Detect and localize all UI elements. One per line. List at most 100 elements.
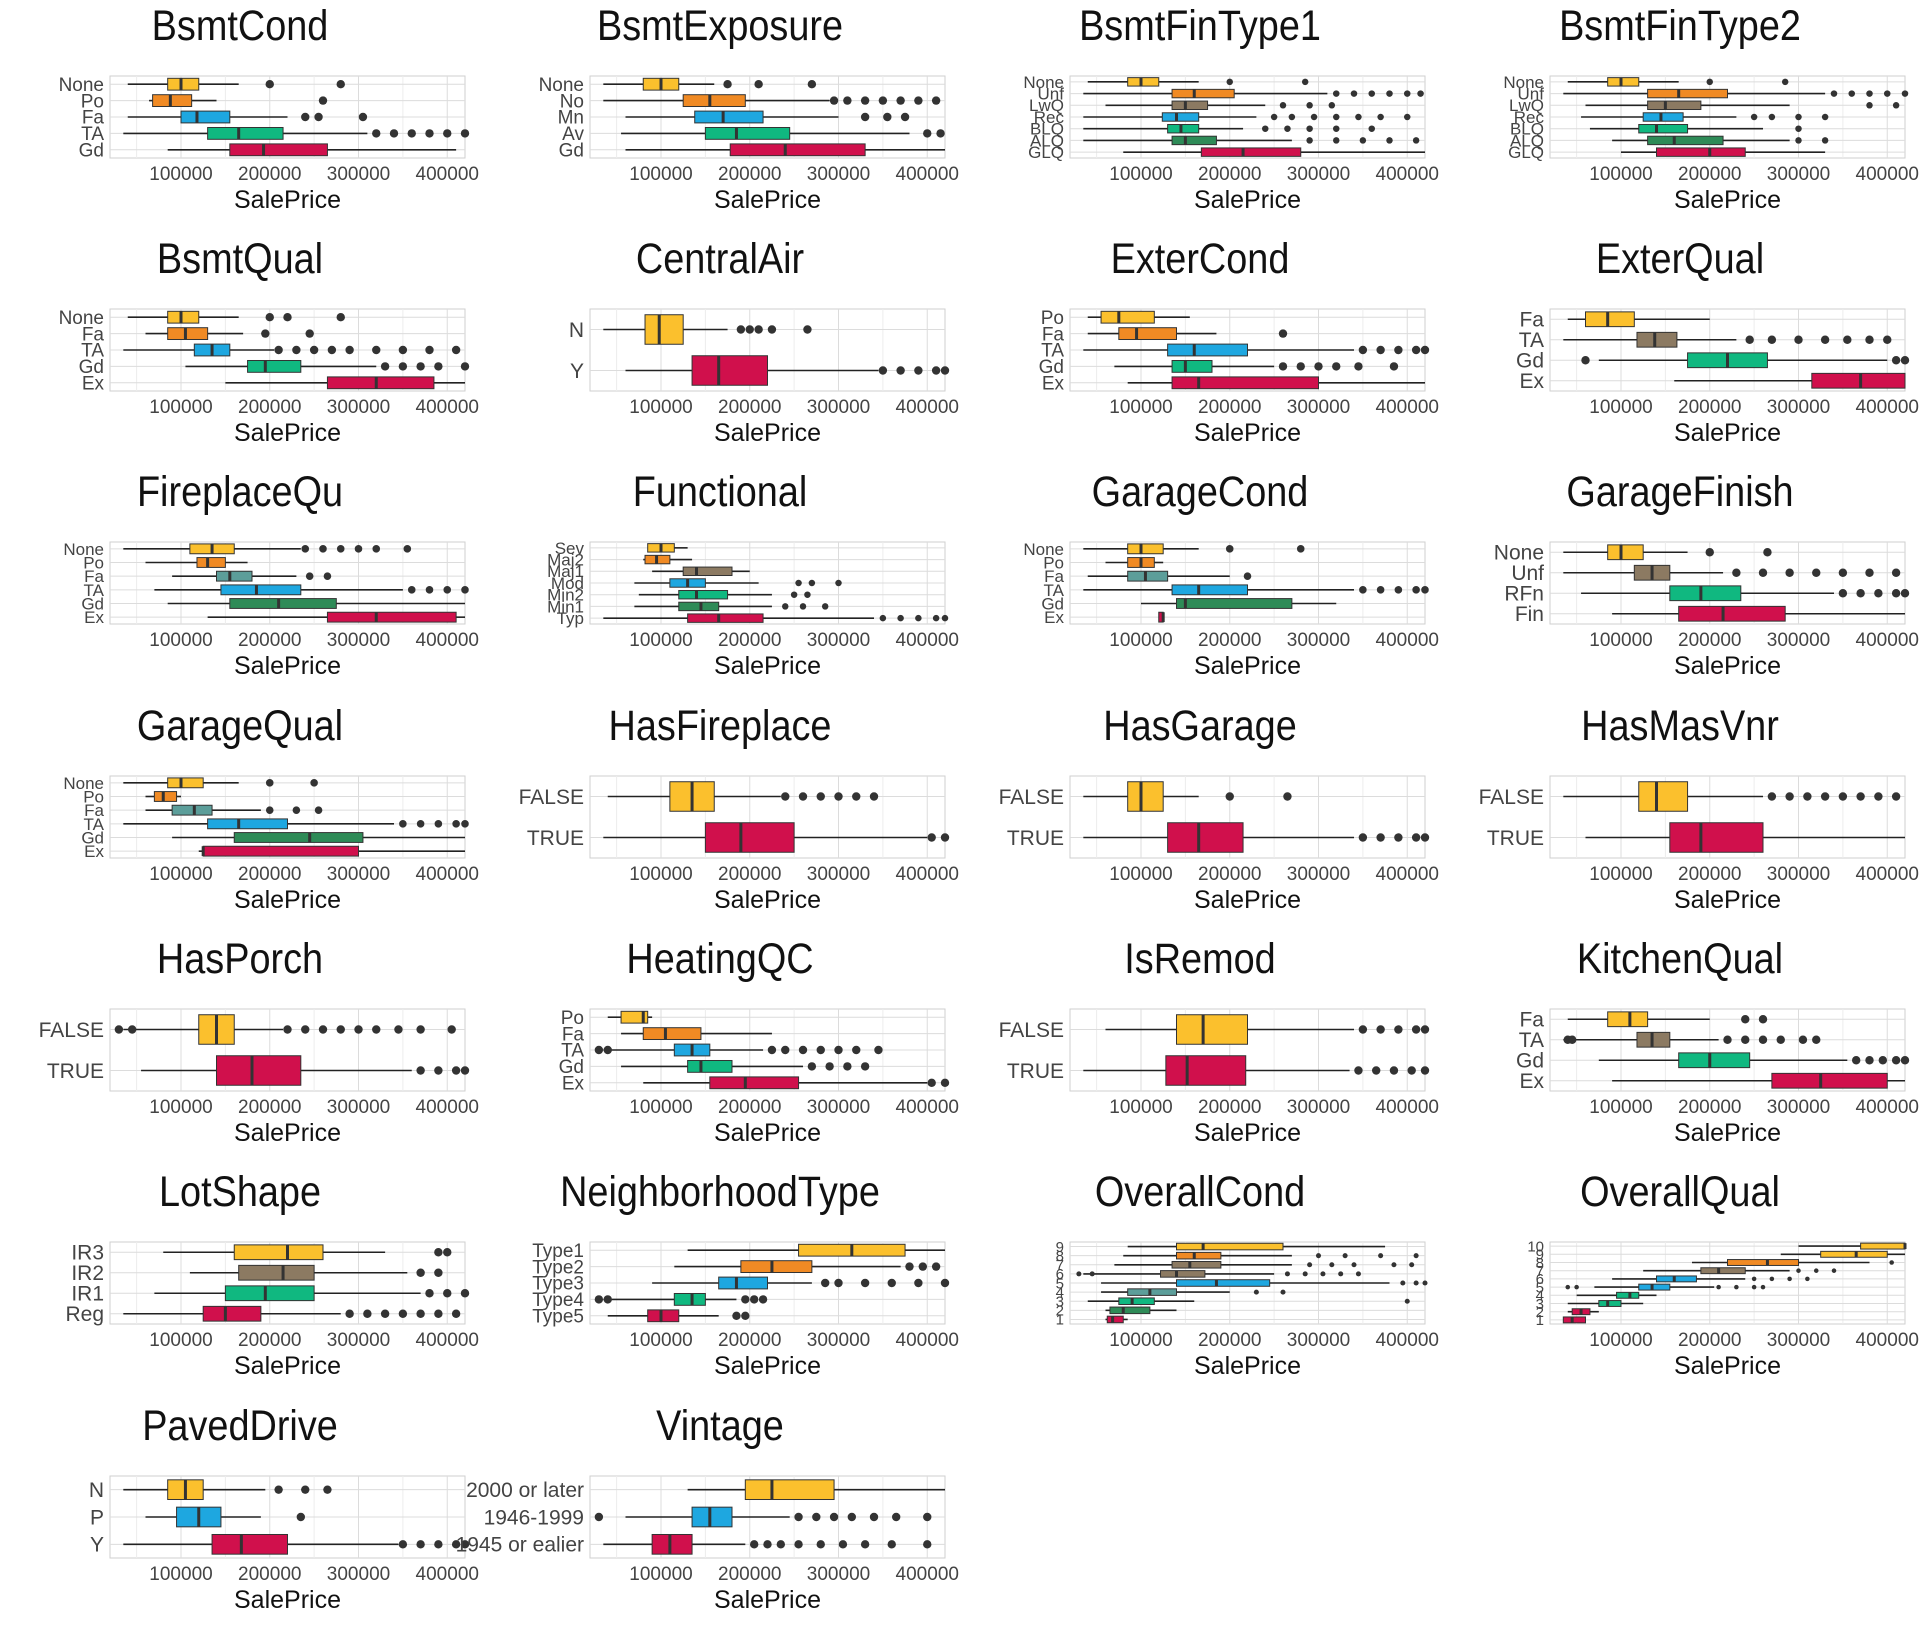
x-tick-label: 300000 [1287, 630, 1350, 651]
outlier-point [1413, 1280, 1419, 1286]
y-tick-label: TA [84, 815, 105, 834]
box-ex [1127, 376, 1425, 390]
outlier-point [790, 591, 798, 598]
outlier-point [816, 792, 825, 801]
box-iqr [1585, 311, 1635, 328]
outlier-point [292, 806, 301, 814]
box-y [123, 1533, 470, 1555]
outlier-point [1279, 102, 1287, 109]
outlier-point [1359, 137, 1367, 144]
box-iqr [729, 143, 866, 157]
outlier-point [461, 820, 469, 828]
x-tick-label: 100000 [149, 1330, 212, 1351]
x-tick-label: 100000 [149, 1564, 212, 1585]
outlier-point [1856, 589, 1865, 598]
box-glq [1123, 147, 1425, 157]
outlier-point [1377, 113, 1384, 121]
box-iqr [1160, 1270, 1206, 1278]
outlier-point [416, 1309, 425, 1318]
y-tick-label: Fa [82, 324, 105, 345]
outlier-point [941, 614, 949, 622]
outlier-point [1843, 335, 1852, 344]
outlier-point [425, 345, 434, 355]
outlier-point [860, 1062, 870, 1071]
x-tick-label: 100000 [629, 1097, 692, 1118]
x-axis-title: SalePrice [1194, 886, 1301, 914]
outlier-point [451, 1066, 461, 1075]
chart-title: BsmtFinType1 [1079, 2, 1321, 50]
box-iqr [1771, 1072, 1888, 1089]
x-tick-label: 100000 [629, 1330, 692, 1351]
x-tick-label: 200000 [238, 1330, 301, 1351]
x-tick-label: 200000 [1678, 864, 1741, 885]
outlier-point [1874, 792, 1883, 801]
outlier-point [1706, 78, 1713, 86]
outlier-point [460, 1540, 470, 1549]
outlier-point [1812, 1035, 1821, 1044]
y-tick-label: None [1023, 73, 1064, 92]
outlier-point [931, 96, 941, 105]
y-tick-label: 8 [1056, 1248, 1064, 1265]
outlier-point [1820, 792, 1830, 801]
outlier-point [927, 1078, 936, 1087]
outlier-point [795, 579, 802, 587]
outlier-point [794, 1540, 803, 1549]
box-ta [1083, 343, 1430, 357]
x-tick-label: 100000 [1109, 1330, 1172, 1351]
box-5 [1565, 1283, 1766, 1291]
outlier-point [434, 1268, 443, 1277]
outlier-point [1420, 833, 1430, 842]
outlier-point [345, 345, 354, 355]
y-tick-label: 8 [1536, 1255, 1544, 1272]
outlier-point [776, 1540, 786, 1549]
y-tick-label: Fa [82, 108, 105, 129]
outlier-point [1884, 90, 1891, 97]
x-tick-label: 300000 [1287, 1330, 1350, 1351]
box-ta [1563, 331, 1892, 348]
y-tick-label: Reg [65, 1303, 104, 1326]
y-tick-label: None [63, 540, 104, 559]
box-iqr [224, 1285, 315, 1302]
y-tick-label: TRUE [1007, 1060, 1064, 1083]
outlier-point [460, 1289, 470, 1298]
x-tick-label: 300000 [327, 1564, 390, 1585]
panel-bsmtqual: BsmtQual None Fa TA Gd Ex 100000 200000 300000 40… [0, 233, 480, 465]
y-tick-label: TRUE [1487, 827, 1544, 850]
plot-area [109, 775, 466, 859]
box-iqr [718, 1276, 768, 1290]
x-tick-label: 200000 [1678, 397, 1741, 418]
box-9 [1780, 1250, 1905, 1258]
outlier-point [1225, 545, 1234, 553]
outlier-point [443, 1248, 452, 1257]
x-axis-title: SalePrice [714, 652, 821, 680]
y-tick-label: TA [561, 1041, 584, 1062]
outlier-point [1734, 1284, 1739, 1290]
x-tick-label: 200000 [1678, 164, 1741, 185]
outlier-point [1394, 833, 1403, 842]
box-unf [1083, 88, 1424, 99]
outlier-point [1394, 1025, 1403, 1034]
x-tick-label: 200000 [1198, 397, 1261, 418]
outlier-point [803, 325, 812, 334]
outlier-point [1332, 362, 1341, 371]
outlier-point [1768, 113, 1776, 121]
x-tick-label: 400000 [416, 397, 479, 418]
outlier-point [936, 129, 945, 138]
outlier-point [336, 313, 345, 322]
x-tick-label: 300000 [1287, 397, 1350, 418]
x-tick-label: 400000 [896, 630, 959, 651]
box-iqr [744, 1479, 835, 1501]
box-iqr [1200, 147, 1302, 157]
box-none [1083, 543, 1305, 555]
panel-hasmasvnr: HasMasVnr FALSE TRUE 100000 200000 300000 4000… [1440, 700, 1920, 932]
box-2 [1105, 1306, 1177, 1315]
box-ta [123, 126, 470, 140]
box-rec [1083, 112, 1411, 122]
outlier-point [1787, 1276, 1792, 1282]
outlier-point [1371, 1066, 1381, 1075]
outlier-point [594, 1045, 604, 1055]
outlier-point [1359, 586, 1367, 594]
x-axis-title: SalePrice [1194, 1352, 1301, 1380]
box-ta [123, 343, 461, 357]
